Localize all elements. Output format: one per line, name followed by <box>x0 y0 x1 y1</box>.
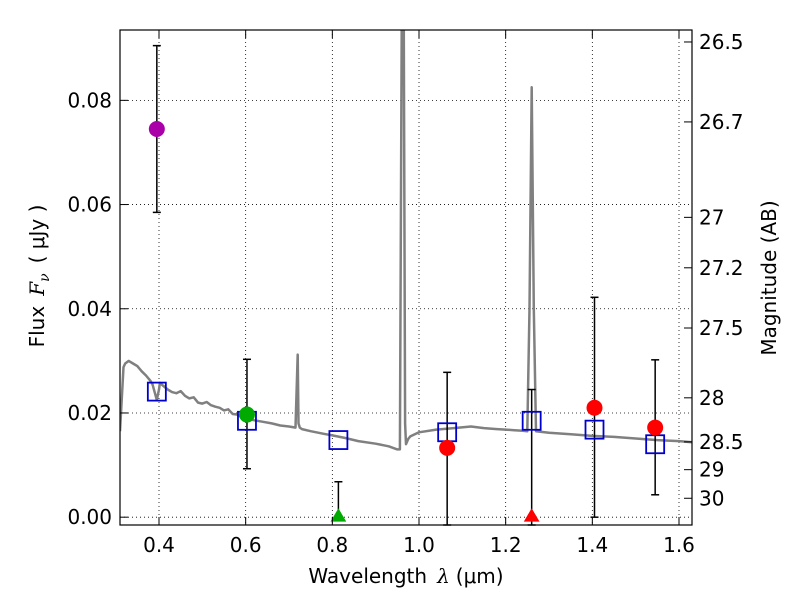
x-tick-label: 1.2 <box>490 533 522 557</box>
right-axis-label: Magnitude (AB) <box>757 200 781 355</box>
y-tick-label: 0.04 <box>67 297 112 321</box>
photometry-point <box>238 406 255 423</box>
model-spectrum-layer <box>120 30 692 451</box>
magnitude-tick-label: 27 <box>699 205 724 229</box>
magnitude-tick-label: 26.7 <box>699 110 744 134</box>
x-tick-label: 0.8 <box>316 533 348 557</box>
magnitude-tick-label: 26.5 <box>699 30 744 54</box>
x-axis-label: Wavelength λ (μm) <box>308 564 503 588</box>
magnitude-tick-label: 28 <box>699 386 724 410</box>
upper-limit-triangle <box>330 508 347 522</box>
y-tick-label: 0.06 <box>67 193 112 217</box>
x-tick-label: 1.4 <box>576 533 608 557</box>
x-tick-label: 1.0 <box>403 533 435 557</box>
y-axis-label-symbol: F <box>25 281 49 297</box>
x-axis-label-symbol: λ <box>436 564 450 588</box>
y-axis-label-prefix: Flux <box>25 306 49 348</box>
model-spectrum-line <box>120 30 692 451</box>
y-axis-label-unit: ( μJy ) <box>25 205 49 264</box>
model-photometry-square <box>521 410 542 431</box>
x-tick-label: 1.6 <box>663 533 695 557</box>
x-axis-label-prefix: Wavelength <box>308 564 427 588</box>
magnitude-tick-label: 27.5 <box>699 316 744 340</box>
y-axis-label: Flux Fν ( μJy ) <box>25 205 53 348</box>
magnitude-tick-label: 27.2 <box>699 256 744 280</box>
photometry-layer <box>148 121 664 522</box>
photometry-point <box>586 399 603 416</box>
photometry-point <box>647 419 664 436</box>
photometry-point <box>148 121 165 137</box>
plot-frame <box>119 29 693 526</box>
y-tick-label: 0.00 <box>67 505 112 529</box>
magnitude-tick-label: 30 <box>699 486 724 510</box>
model-photometry-square <box>146 381 167 402</box>
errorbar-layer <box>152 44 660 526</box>
y-tick-label: 0.08 <box>67 88 112 112</box>
photometry-point <box>439 439 456 456</box>
tick-layer: 0.4 0.6 0.8 1.0 1.2 1.4 1.6 0.00 0.02 0.04 0.06 0.0… <box>67 30 743 557</box>
x-tick-label: 0.4 <box>143 533 175 557</box>
model-photometry-square <box>584 419 605 440</box>
magnitude-tick-label: 28.5 <box>699 430 744 454</box>
magnitude-tick-label: 29 <box>699 458 724 482</box>
y-tick-label: 0.02 <box>67 401 112 425</box>
x-tick-label: 0.6 <box>230 533 262 557</box>
upper-limit-triangle <box>523 508 540 522</box>
model-photometry-square <box>328 430 349 450</box>
y-axis-label-subscript: ν <box>37 273 53 282</box>
grid-lines <box>120 30 692 525</box>
x-axis-label-unit: (μm) <box>456 564 504 588</box>
